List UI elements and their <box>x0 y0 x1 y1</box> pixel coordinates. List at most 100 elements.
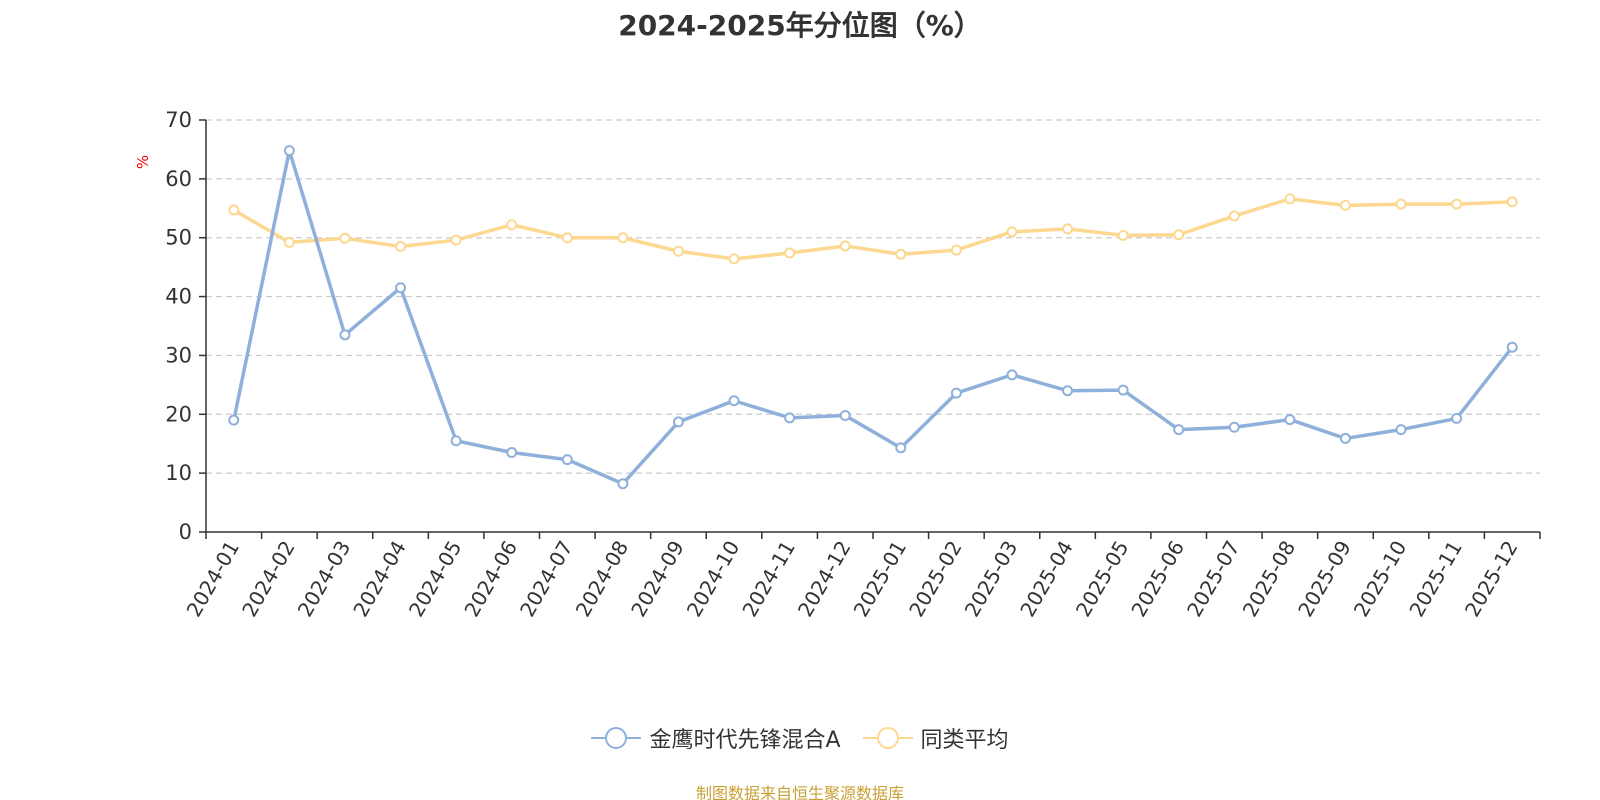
series-line <box>232 197 1513 261</box>
legend-label-series-1: 同类平均 <box>920 728 1009 753</box>
x-tick-label: 2024-08 <box>571 537 634 621</box>
data-point[interactable] <box>506 219 518 231</box>
y-axis-unit-label: % <box>134 155 152 169</box>
x-tick-label: 2025-12 <box>1460 537 1523 621</box>
x-tick-label: 2025-09 <box>1293 537 1356 621</box>
data-point[interactable] <box>1395 198 1407 210</box>
data-point[interactable] <box>1395 424 1407 436</box>
y-tick-label: 50 <box>165 226 192 250</box>
data-point[interactable] <box>839 409 851 421</box>
data-point[interactable] <box>395 282 407 294</box>
x-tick-label: 2024-07 <box>515 537 578 621</box>
data-point[interactable] <box>1506 341 1518 353</box>
x-tick-label: 2024-09 <box>626 537 689 621</box>
y-axis-ticks: 0 10 20 30 40 50 60 70 <box>165 108 206 544</box>
x-tick-label: 2024-10 <box>682 537 745 621</box>
data-point[interactable] <box>395 241 407 253</box>
x-tick-label: 2024-12 <box>793 537 856 621</box>
x-tick-label: 2025-01 <box>849 537 912 621</box>
series-line <box>232 148 1514 486</box>
data-point[interactable] <box>450 435 462 447</box>
data-point[interactable] <box>1173 424 1185 436</box>
data-point[interactable] <box>672 245 684 257</box>
data-point[interactable] <box>283 236 295 248</box>
axes <box>205 120 1540 533</box>
data-point[interactable] <box>228 414 240 426</box>
data-point[interactable] <box>728 395 740 407</box>
data-point[interactable] <box>784 247 796 259</box>
y-tick-label: 20 <box>165 402 192 426</box>
x-tick-label: 2025-04 <box>1015 537 1078 621</box>
data-source-note: 制图数据来自恒生聚源数据库 <box>695 784 904 800</box>
x-tick-label: 2025-03 <box>960 536 1023 620</box>
data-point[interactable] <box>617 232 629 244</box>
data-point[interactable] <box>506 447 518 459</box>
legend-marker-series-0 <box>591 727 642 749</box>
x-tick-label: 2024-03 <box>293 537 356 621</box>
data-point[interactable] <box>1506 196 1518 208</box>
x-tick-label: 2025-05 <box>1071 537 1134 621</box>
y-tick-label: 60 <box>165 167 192 191</box>
data-point[interactable] <box>950 387 962 399</box>
data-point[interactable] <box>283 145 295 157</box>
series-lines <box>228 145 1518 490</box>
data-point[interactable] <box>1062 223 1074 235</box>
legend-item-series-0[interactable]: 金鹰时代先锋混合A <box>591 722 841 754</box>
data-point[interactable] <box>1339 432 1351 444</box>
legend-marker-series-1 <box>862 727 913 749</box>
y-tick-label: 40 <box>165 285 192 309</box>
x-tick-label: 2024-01 <box>182 537 245 621</box>
data-point[interactable] <box>1228 210 1240 222</box>
data-point[interactable] <box>728 253 740 265</box>
data-point[interactable] <box>1117 384 1129 396</box>
data-point[interactable] <box>1284 414 1296 426</box>
x-tick-label: 2025-02 <box>904 537 967 621</box>
chart-title: 2024-2025年分位图（%） <box>618 9 982 42</box>
data-point[interactable] <box>561 454 573 466</box>
x-tick-label: 2024-05 <box>404 537 467 621</box>
data-point[interactable] <box>672 416 684 428</box>
data-point[interactable] <box>1062 385 1074 397</box>
data-point[interactable] <box>339 329 351 341</box>
x-tick-label: 2025-11 <box>1404 537 1467 621</box>
x-tick-label: 2025-07 <box>1182 537 1245 621</box>
y-tick-label: 0 <box>179 520 192 544</box>
y-tick-label: 70 <box>165 108 192 132</box>
data-point[interactable] <box>339 232 351 244</box>
y-tick-label: 10 <box>165 461 192 485</box>
data-point[interactable] <box>1451 198 1463 210</box>
data-point[interactable] <box>561 232 573 244</box>
data-point[interactable] <box>784 412 796 424</box>
data-point[interactable] <box>950 244 962 256</box>
series-1 <box>228 193 1518 265</box>
x-tick-label: 2024-11 <box>737 537 800 621</box>
data-point[interactable] <box>1117 229 1129 241</box>
data-point[interactable] <box>1228 421 1240 433</box>
legend-label-series-0: 金鹰时代先锋混合A <box>649 728 841 753</box>
x-tick-label: 2025-08 <box>1238 537 1301 621</box>
x-tick-label: 2025-10 <box>1349 537 1412 621</box>
data-point[interactable] <box>617 478 629 490</box>
data-point[interactable] <box>1284 193 1296 205</box>
data-point[interactable] <box>895 248 907 260</box>
legend: 金鹰时代先锋混合A 同类平均 <box>0 722 1600 754</box>
data-point[interactable] <box>1451 412 1463 424</box>
y-tick-label: 30 <box>165 343 192 367</box>
x-tick-label: 2024-02 <box>237 537 300 621</box>
data-point[interactable] <box>1173 229 1185 241</box>
data-point[interactable] <box>1006 226 1018 238</box>
gridlines <box>206 119 1540 474</box>
data-point[interactable] <box>895 442 907 454</box>
data-point[interactable] <box>839 240 851 252</box>
data-point[interactable] <box>1339 199 1351 211</box>
x-tick-label: 2025-06 <box>1126 537 1189 621</box>
data-point[interactable] <box>1006 369 1018 381</box>
data-point[interactable] <box>450 234 462 246</box>
legend-item-series-1[interactable]: 同类平均 <box>862 722 1009 754</box>
series-0 <box>228 145 1518 490</box>
data-point[interactable] <box>228 204 240 216</box>
x-tick-label: 2024-04 <box>348 537 411 621</box>
